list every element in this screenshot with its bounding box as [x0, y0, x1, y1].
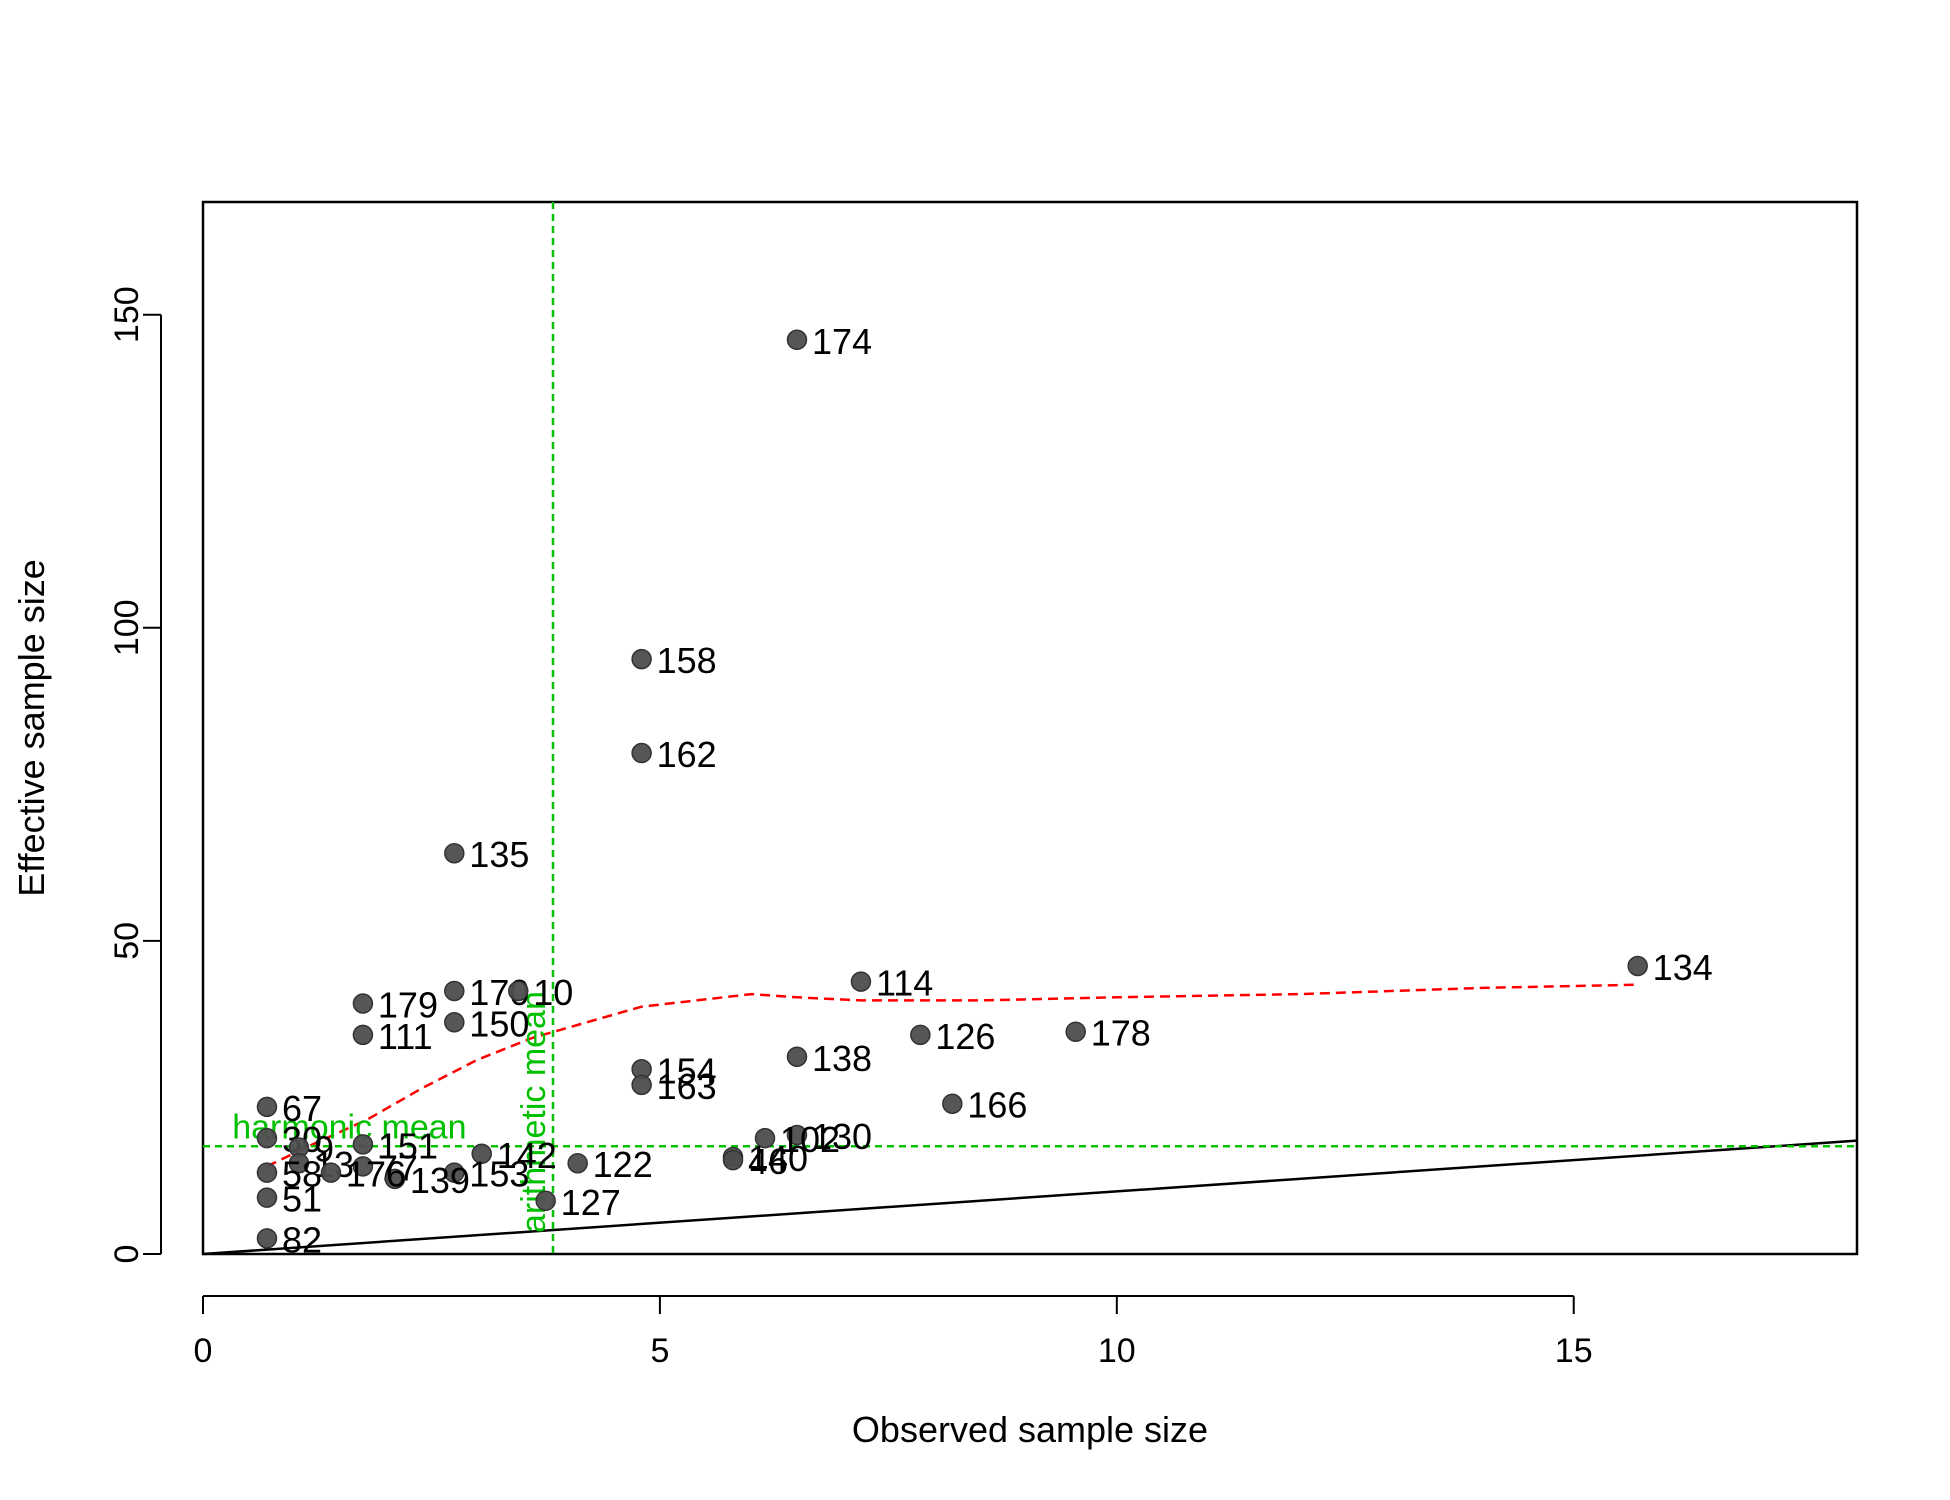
- data-point: [320, 1162, 342, 1183]
- data-point: [1627, 955, 1648, 977]
- data-point: [850, 971, 872, 992]
- data-point-label: 67: [282, 1088, 322, 1129]
- data-point: [722, 1149, 744, 1171]
- data-point: [256, 1127, 278, 1149]
- data-point-label: 140: [748, 1138, 808, 1179]
- data-point-label: 174: [812, 321, 872, 362]
- data-point-label: 82: [282, 1219, 322, 1260]
- y-tick-label: 50: [108, 922, 146, 960]
- x-tick-label: 5: [650, 1332, 669, 1370]
- y-tick-label: 100: [108, 599, 146, 656]
- data-point-label: 176: [346, 1154, 406, 1195]
- data-point: [288, 1152, 310, 1174]
- data-point-label: 122: [593, 1144, 653, 1185]
- data-point-label: 135: [469, 834, 529, 875]
- data-point: [444, 1162, 465, 1183]
- data-point-label: 142: [497, 1135, 557, 1176]
- data-point: [535, 1190, 556, 1212]
- plot-marks: harmonic mean arithmetic mean174158162135…: [202, 202, 1858, 1260]
- data-point: [352, 993, 374, 1014]
- data-point: [444, 980, 465, 1002]
- y-axis-title: Effective sample size: [11, 559, 52, 896]
- y-tick-label: 0: [108, 1245, 146, 1264]
- data-point-label: 153: [469, 1154, 529, 1195]
- data-point: [631, 1074, 652, 1096]
- data-point-label: 130: [812, 1116, 872, 1157]
- data-point: [384, 1168, 406, 1190]
- data-point: [352, 1024, 374, 1046]
- data-point: [471, 1143, 492, 1165]
- data-point: [754, 1127, 776, 1149]
- data-point: [910, 1024, 931, 1046]
- data-point-label: 126: [935, 1016, 995, 1057]
- data-point-label: 10: [533, 972, 573, 1013]
- identity-line: [202, 1139, 1858, 1256]
- data-point: [256, 1187, 278, 1208]
- data-point: [444, 842, 465, 864]
- data-point: [786, 1046, 808, 1067]
- x-tick-label: 15: [1555, 1332, 1593, 1370]
- data-point-label: 158: [657, 640, 717, 681]
- data-point-label: 46: [748, 1141, 788, 1182]
- data-point-label: 162: [657, 734, 717, 775]
- data-point: [256, 1228, 278, 1249]
- data-point-label: 127: [561, 1182, 621, 1223]
- x-tick-label: 0: [194, 1332, 213, 1370]
- data-point-label: 111: [378, 1016, 433, 1057]
- data-point: [256, 1096, 278, 1118]
- data-point-label: 163: [657, 1066, 717, 1107]
- x-axis-title: Observed sample size: [852, 1409, 1208, 1450]
- data-point-label: 150: [469, 1003, 529, 1044]
- data-point: [444, 1012, 465, 1033]
- plot-frame: [201, 200, 1859, 1256]
- data-point: [567, 1152, 588, 1174]
- data-point: [942, 1093, 963, 1114]
- data-point-label: 114: [876, 963, 933, 1004]
- data-point: [1065, 1021, 1086, 1042]
- data-point-label: 134: [1653, 947, 1713, 988]
- data-point-label: 9: [314, 1129, 334, 1170]
- x-tick-label: 10: [1098, 1332, 1136, 1370]
- data-point-label: 58: [282, 1154, 322, 1195]
- data-point: [631, 742, 652, 764]
- data-point-label: 138: [812, 1038, 872, 1079]
- data-point-label: 102: [780, 1119, 840, 1160]
- data-point: [508, 980, 529, 1002]
- smooth-trend-line: [266, 983, 1638, 1168]
- data-point: [786, 1124, 808, 1146]
- data-point: [786, 329, 808, 351]
- data-point-label: 154: [657, 1050, 717, 1091]
- data-point: [631, 648, 652, 670]
- data-point: [256, 1162, 278, 1183]
- y-tick-label: 150: [108, 286, 146, 343]
- data-point-label: 51: [282, 1179, 322, 1220]
- data-point-label: 178: [1091, 1013, 1151, 1054]
- data-point-label: 166: [967, 1085, 1027, 1126]
- data-point-label: 139: [410, 1160, 470, 1201]
- data-point: [352, 1134, 374, 1155]
- data-point: [352, 1156, 374, 1177]
- data-point-label: 179: [378, 985, 438, 1026]
- data-point-label: 151: [378, 1125, 438, 1166]
